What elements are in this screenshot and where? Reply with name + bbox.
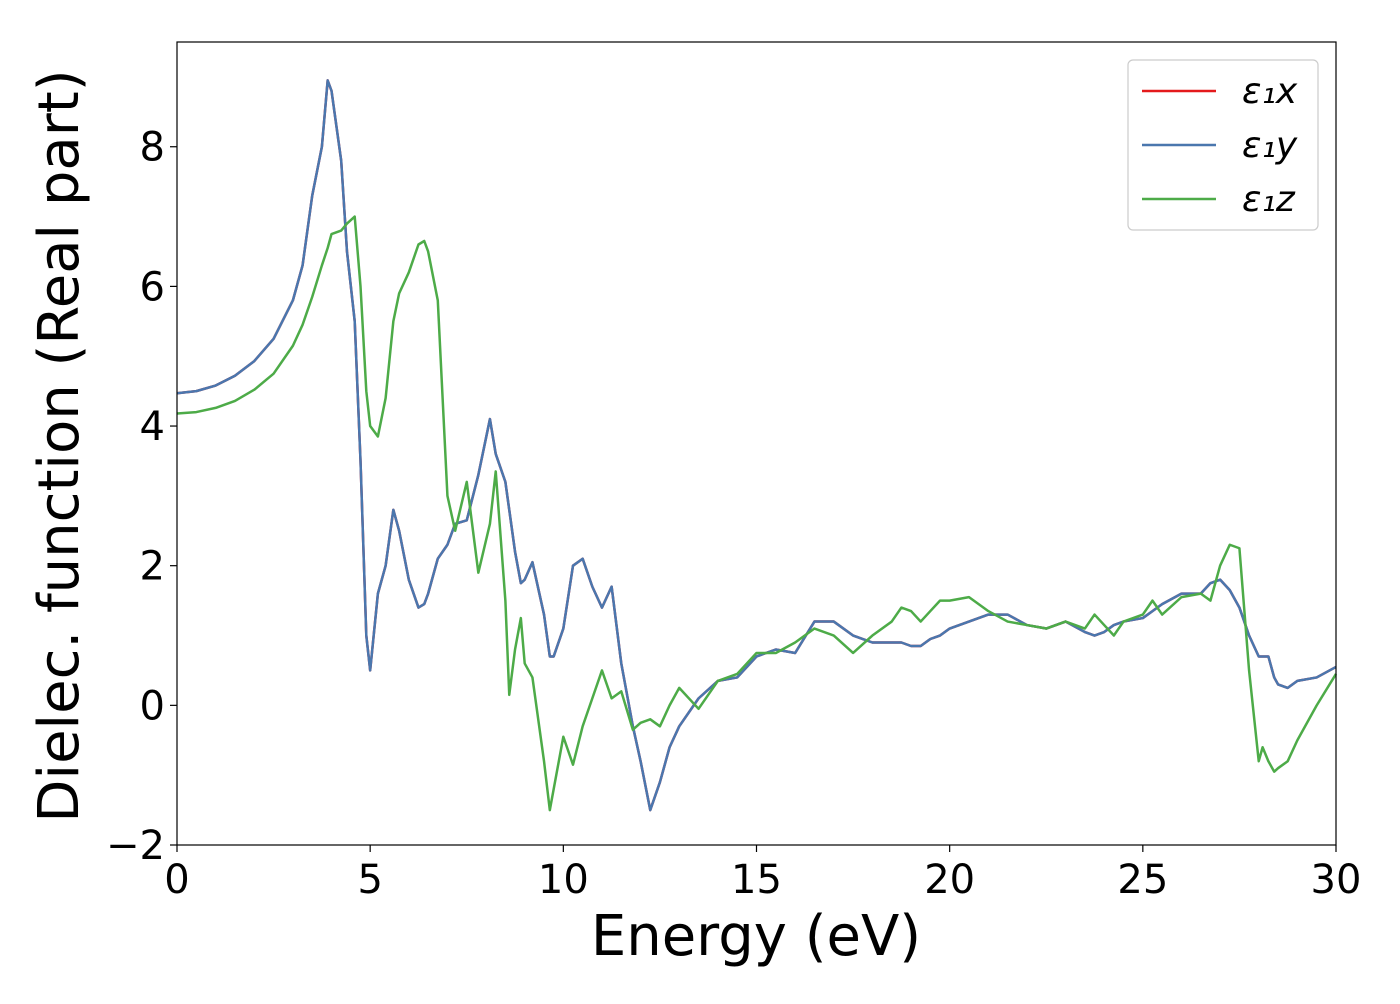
x-axis-label: Energy (eV): [591, 904, 921, 969]
y-axis-label: Dielec. function (Real part): [27, 69, 92, 822]
legend-box: [1127, 59, 1319, 231]
legend-label: ε₁y: [1242, 125, 1298, 166]
y-tick-label: 6: [140, 264, 165, 310]
x-tick-label: 5: [357, 857, 382, 903]
y-tick-label: 0: [140, 683, 165, 729]
plot-frame: [176, 41, 1337, 846]
x-tick-label: 30: [1311, 857, 1362, 903]
legend-label: ε₁z: [1242, 179, 1296, 220]
x-tick-label: 20: [924, 857, 975, 903]
y-tick-label: 4: [140, 404, 165, 450]
x-tick-label: 10: [538, 857, 589, 903]
x-tick-label: 0: [164, 857, 189, 903]
data-line: [176, 215, 1338, 812]
legend: ε₁x ε₁y ε₁z: [1127, 59, 1319, 231]
x-tick-label: 25: [1117, 857, 1168, 903]
x-tick-label: 15: [731, 857, 782, 903]
y-tick-label: 8: [140, 125, 165, 171]
legend-label: ε₁x: [1242, 71, 1298, 112]
y-tick-label: −2: [106, 823, 165, 869]
y-tick-label: 2: [140, 544, 165, 590]
data-line: [176, 79, 1337, 812]
